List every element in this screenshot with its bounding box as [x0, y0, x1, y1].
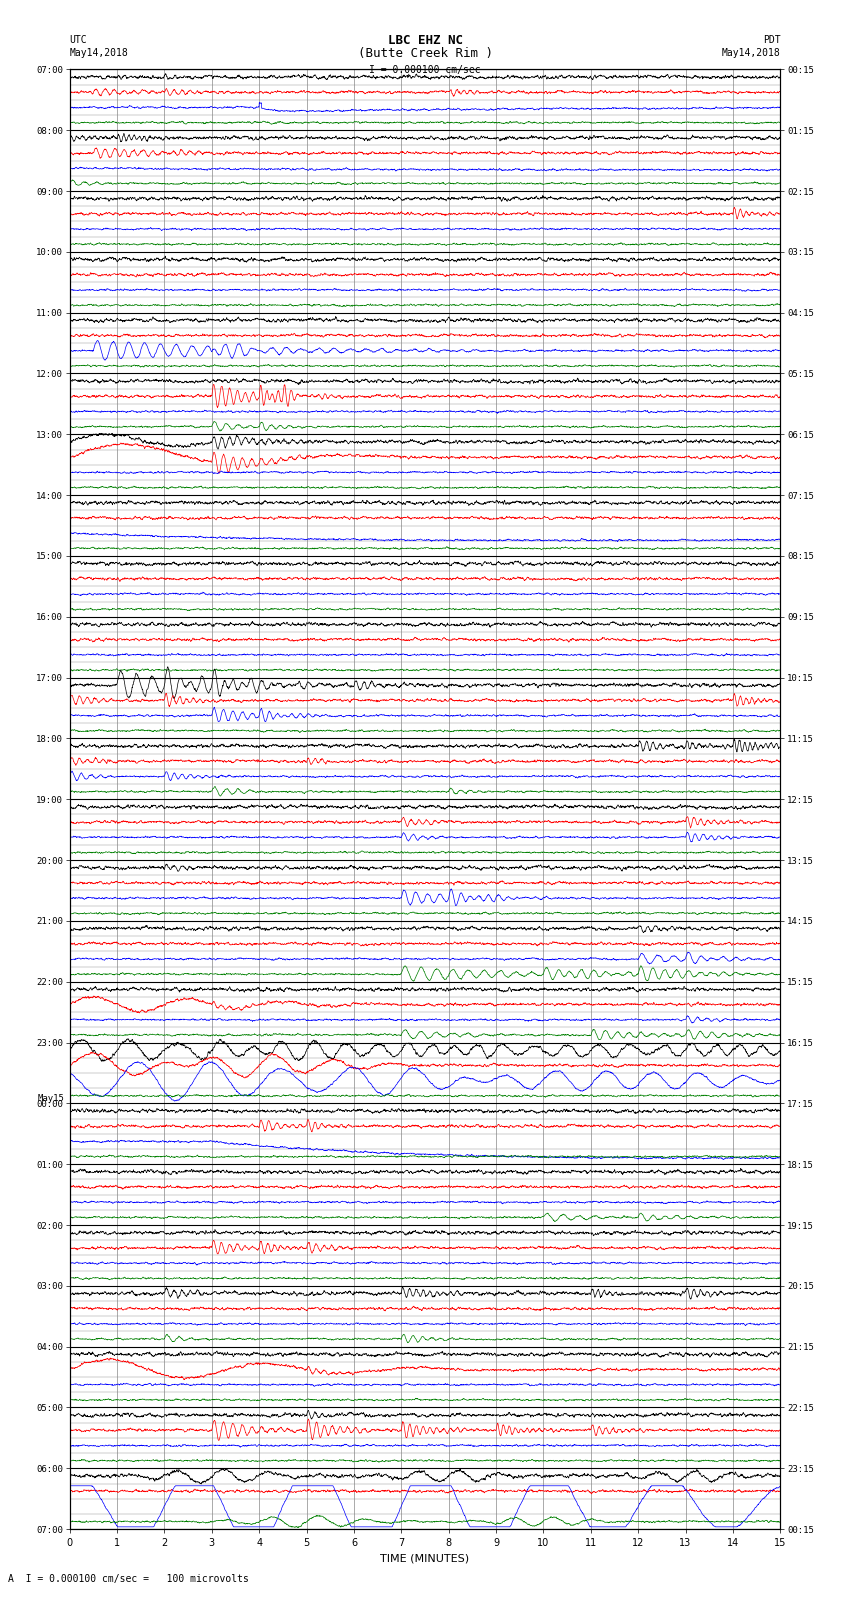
Text: LBC EHZ NC: LBC EHZ NC: [388, 34, 462, 47]
Text: May15: May15: [37, 1094, 64, 1103]
Text: May14,2018: May14,2018: [70, 48, 128, 58]
Text: PDT: PDT: [762, 35, 780, 45]
Text: UTC: UTC: [70, 35, 88, 45]
Text: I = 0.000100 cm/sec: I = 0.000100 cm/sec: [369, 65, 481, 74]
Text: May14,2018: May14,2018: [722, 48, 780, 58]
X-axis label: TIME (MINUTES): TIME (MINUTES): [381, 1553, 469, 1563]
Text: A  I = 0.000100 cm/sec =   100 microvolts: A I = 0.000100 cm/sec = 100 microvolts: [8, 1574, 249, 1584]
Text: (Butte Creek Rim ): (Butte Creek Rim ): [358, 47, 492, 60]
